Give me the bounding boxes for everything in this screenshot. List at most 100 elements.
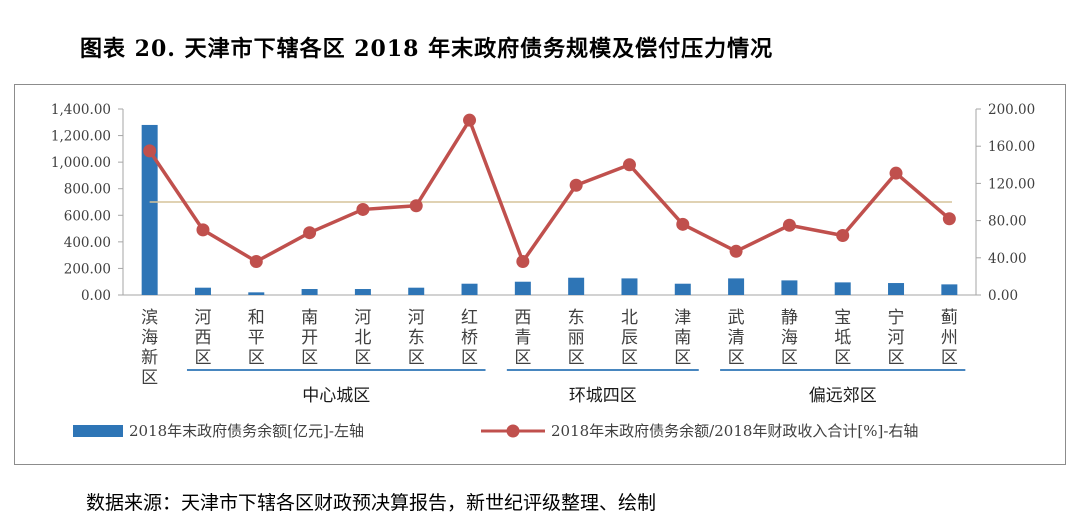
line-point-宁河区	[889, 166, 903, 180]
group-label: 偏远郊区	[809, 386, 877, 406]
line-point-武清区	[729, 244, 743, 258]
right-axis-tick-label: 200.00	[988, 102, 1035, 118]
category-label-char: 武	[728, 308, 745, 328]
category-label-char: 区	[621, 348, 638, 368]
line-point-西青区	[516, 255, 530, 269]
bar-南开区	[301, 289, 318, 295]
left-axis-tick-label: 1,200.00	[51, 129, 111, 145]
category-label-char: 南	[674, 328, 691, 348]
group-label: 环城四区	[569, 386, 637, 406]
bar-西青区	[514, 281, 531, 295]
line-point-北辰区	[622, 158, 636, 172]
category-label-char: 开	[301, 328, 318, 348]
legend-line-marker	[506, 424, 520, 438]
axes: 0.00 200.00 400.00 600.00 800.00 1,000.00 1,20…	[51, 102, 1035, 304]
category-label-char: 区	[248, 348, 265, 368]
category-label-char: 区	[301, 348, 318, 368]
bar-蓟州区	[941, 284, 958, 295]
bar-东丽区	[568, 277, 585, 295]
category-label-char: 区	[354, 348, 371, 368]
bar-北辰区	[621, 278, 638, 295]
category-label-char: 区	[888, 348, 905, 368]
category-label-char: 区	[408, 348, 425, 368]
line-point-蓟州区	[942, 212, 956, 226]
category-label-char: 红	[461, 308, 478, 328]
category-label-char: 坻	[834, 328, 851, 348]
category-label-char: 辰	[621, 328, 638, 348]
category-label-char: 宝	[834, 308, 851, 328]
category-label-char: 区	[194, 348, 211, 368]
category-label-char: 宁	[888, 308, 905, 328]
legend-line-label: 2018年末政府债务余额/2018年财政收入合计[%]-右轴	[551, 422, 918, 440]
bar-和平区	[248, 292, 265, 295]
category-label-char: 丽	[568, 328, 585, 348]
line-point-河西区	[196, 223, 210, 237]
category-label-char: 静	[781, 308, 798, 328]
source-note: 数据来源：天津市下辖各区财政预决算报告，新世纪评级整理、绘制	[86, 492, 657, 514]
category-label-char: 区	[461, 348, 478, 368]
category-label-char: 河	[354, 308, 371, 328]
right-axis-tick-label: 0.00	[988, 288, 1018, 304]
line-point-河东区	[409, 199, 423, 213]
category-labels: 滨海新区河西区和平区南开区河北区河东区红桥区西青区东丽区北辰区津南区武清区静海区…	[141, 308, 958, 388]
bar-河东区	[408, 287, 425, 295]
category-label-char: 河	[408, 308, 425, 328]
line-point-和平区	[249, 255, 263, 269]
right-axis-tick-label: 120.00	[988, 176, 1035, 192]
category-label-char: 和	[248, 308, 265, 328]
category-label-char: 平	[248, 328, 265, 348]
bar-河北区	[354, 289, 371, 295]
category-label-char: 东	[408, 328, 425, 348]
category-label-char: 桥	[461, 328, 478, 348]
line-point-静海区	[782, 218, 796, 232]
left-axis-tick-label: 200.00	[64, 261, 111, 277]
category-label-char: 南	[301, 308, 318, 328]
category-label-char: 西	[194, 328, 211, 348]
bar-宝坻区	[834, 282, 851, 295]
category-label-char: 海	[141, 328, 158, 348]
category-label-char: 津	[674, 308, 691, 328]
category-label-char: 区	[568, 348, 585, 368]
group-label: 中心城区	[302, 386, 370, 406]
category-label-char: 河	[888, 328, 905, 348]
bar-津南区	[674, 283, 691, 295]
line-point-滨海新区	[143, 144, 157, 158]
line-point-河北区	[356, 202, 370, 216]
category-label-char: 海	[781, 328, 798, 348]
bar-滨海新区	[141, 124, 158, 295]
bar-武清区	[728, 278, 745, 295]
line-series	[143, 113, 956, 269]
line-point-津南区	[676, 217, 690, 231]
bar-series	[141, 124, 958, 295]
legend-bar-swatch	[73, 425, 123, 437]
line-point-南开区	[303, 226, 317, 240]
category-label-char: 区	[728, 348, 745, 368]
category-label-char: 区	[514, 348, 531, 368]
category-label-char: 北	[354, 328, 371, 348]
left-axis-tick-label: 1,400.00	[51, 102, 111, 118]
legend: 2018年末政府债务余额[亿元]-左轴 2018年末政府债务余额/2018年财政收…	[73, 422, 918, 440]
category-label-char: 青	[514, 328, 531, 348]
category-label-char: 蓟	[941, 308, 958, 328]
category-label-char: 区	[141, 368, 158, 388]
category-label-char: 东	[568, 308, 585, 328]
left-axis-tick-label: 400.00	[64, 235, 111, 251]
bar-宁河区	[888, 283, 905, 295]
group-brackets: 中心城区 环城四区 偏远郊区	[186, 369, 966, 406]
category-label-char: 区	[781, 348, 798, 368]
left-axis-tick-label: 1,000.00	[51, 155, 111, 171]
category-label-char: 清	[728, 328, 745, 348]
category-label-char: 滨	[141, 308, 158, 328]
right-axis-tick-label: 160.00	[988, 139, 1035, 155]
line-point-宝坻区	[836, 228, 850, 242]
line-point-红桥区	[463, 113, 477, 127]
category-label-char: 新	[141, 348, 158, 368]
category-label-char: 西	[514, 308, 531, 328]
right-axis-tick-label: 80.00	[988, 214, 1027, 230]
legend-bar-label: 2018年末政府债务余额[亿元]-左轴	[129, 422, 364, 440]
bar-静海区	[781, 280, 798, 295]
left-axis-tick-label: 600.00	[64, 208, 111, 224]
chart: 0.00 200.00 400.00 600.00 800.00 1,000.00 1,20…	[51, 102, 1035, 440]
bar-河西区	[194, 287, 211, 295]
category-label-char: 河	[194, 308, 211, 328]
